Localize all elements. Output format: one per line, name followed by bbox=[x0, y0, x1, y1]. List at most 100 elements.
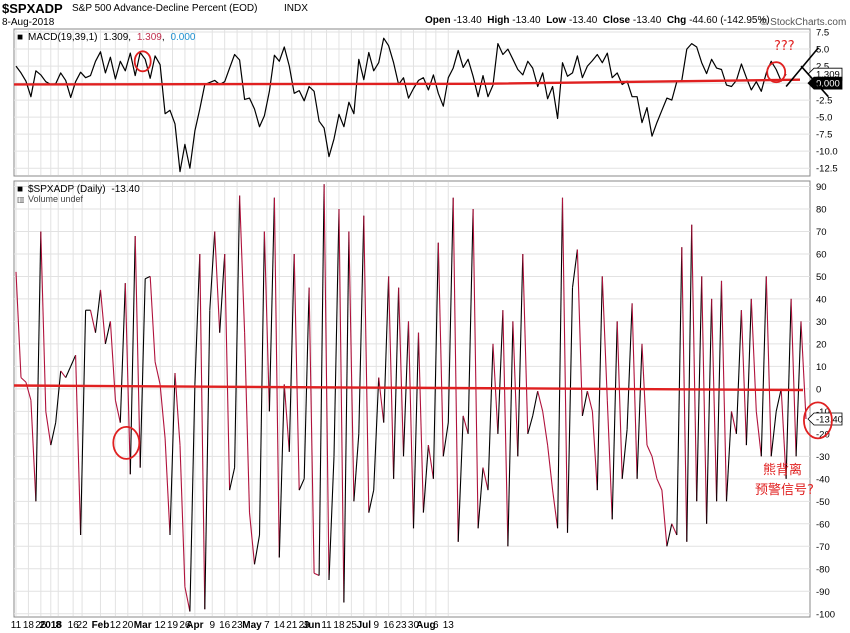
price-y-tick-label: -80 bbox=[816, 564, 830, 575]
x-tick-label: 22 bbox=[77, 620, 89, 631]
price-legend-value: -13.40 bbox=[111, 184, 140, 195]
price-y-tick-label: 90 bbox=[816, 182, 827, 193]
macd-zero-tag-text: 0.000 bbox=[816, 79, 840, 90]
price-segment bbox=[219, 253, 226, 333]
price-segment bbox=[442, 422, 449, 457]
price-segment bbox=[626, 303, 633, 430]
x-tick-label: 9 bbox=[209, 620, 215, 631]
price-segment bbox=[214, 231, 221, 333]
price-segment bbox=[199, 253, 206, 610]
volume-note-marker: ▥ bbox=[17, 195, 25, 204]
close-label: Close bbox=[602, 15, 631, 26]
price-segment bbox=[760, 276, 767, 457]
open-label: Open bbox=[425, 15, 451, 26]
price-segment bbox=[532, 390, 539, 417]
low-label: Low bbox=[546, 15, 567, 26]
price-segment bbox=[611, 321, 618, 520]
x-tick-label: 23 bbox=[396, 620, 408, 631]
x-tick-label: 26 bbox=[35, 620, 47, 631]
price-segment bbox=[229, 467, 236, 491]
price-segment bbox=[368, 489, 375, 513]
high-value: -13.40 bbox=[512, 15, 541, 26]
high-label: High bbox=[487, 15, 510, 26]
price-segment bbox=[273, 197, 280, 558]
x-tick-label: 18 bbox=[333, 620, 345, 631]
price-segment bbox=[711, 298, 718, 502]
price-segment bbox=[641, 343, 648, 446]
chart-symbol: $SPXADP bbox=[2, 1, 63, 16]
x-tick-label: 21 bbox=[286, 620, 298, 631]
price-segment bbox=[517, 253, 524, 457]
price-segment bbox=[373, 377, 380, 491]
price-segment bbox=[432, 242, 439, 479]
price-segment bbox=[462, 415, 469, 435]
price-y-tick-label: -100 bbox=[816, 609, 835, 620]
volume-note: Volume undef bbox=[28, 194, 84, 204]
price-segment bbox=[557, 197, 564, 529]
price-segment bbox=[149, 276, 156, 362]
x-tick-label: Aug bbox=[416, 620, 435, 631]
macd-panel-frame bbox=[13, 28, 811, 177]
macd-legend-marker: ■ bbox=[17, 32, 23, 43]
x-tick-label: 12 bbox=[110, 620, 122, 631]
price-last-circle bbox=[803, 401, 833, 440]
price-y-tick-label: 80 bbox=[816, 204, 827, 215]
price-segment bbox=[169, 373, 176, 536]
price-segment bbox=[472, 208, 479, 529]
macd-last-value-tag-text: 1.309 bbox=[816, 70, 840, 81]
price-y-tick-label: 60 bbox=[816, 249, 827, 260]
price-segment bbox=[661, 490, 668, 547]
price-segment bbox=[497, 310, 504, 434]
price-segment bbox=[248, 512, 256, 565]
x-tick-label: 23 bbox=[232, 620, 244, 631]
price-segment bbox=[750, 298, 757, 412]
price-segment bbox=[591, 411, 598, 491]
price-segment bbox=[323, 184, 330, 581]
price-segment bbox=[537, 390, 544, 412]
brand-text[interactable]: © StockCharts.com bbox=[760, 17, 847, 28]
price-panel-frame bbox=[13, 180, 811, 618]
price-segment bbox=[417, 332, 424, 513]
price-segment bbox=[482, 467, 489, 491]
price-segment bbox=[343, 231, 350, 603]
price-segment bbox=[422, 445, 429, 513]
price-segment bbox=[720, 280, 728, 502]
price-segment bbox=[283, 384, 290, 452]
x-tick-label: 30 bbox=[408, 620, 420, 631]
price-segment bbox=[144, 275, 151, 280]
x-tick-label: 8 bbox=[55, 620, 61, 631]
price-segment bbox=[353, 433, 360, 502]
price-y-tick-label: 70 bbox=[816, 227, 827, 238]
question-mark-annotation: ??? bbox=[774, 39, 795, 54]
macd-legend-indicator: MACD(19,39,1) bbox=[28, 32, 97, 43]
macd-legend: MACD(19,39,1) 1.309, 1.309, 0.000 bbox=[28, 32, 196, 43]
x-tick-label: 9 bbox=[373, 620, 379, 631]
price-last-value-tag-box bbox=[807, 412, 843, 426]
price-segment bbox=[244, 332, 251, 513]
price-segment bbox=[631, 303, 638, 479]
price-segment bbox=[621, 429, 628, 479]
price-segment bbox=[303, 287, 310, 479]
price-segment bbox=[164, 438, 171, 536]
x-tick-label: 6 bbox=[433, 620, 439, 631]
price-segment bbox=[104, 321, 111, 345]
macd-y-tick-label: -2.5 bbox=[816, 96, 832, 107]
price-segment bbox=[666, 523, 673, 547]
x-tick-label: 20 bbox=[122, 620, 134, 631]
macd-peak-circle-right bbox=[766, 61, 787, 84]
price-segment bbox=[412, 332, 420, 529]
price-segment bbox=[358, 215, 365, 434]
x-tick-label: Jul bbox=[357, 620, 372, 631]
x-tick-label: 11 bbox=[11, 620, 22, 631]
price-segment bbox=[99, 289, 106, 344]
macd-zero-tag-box bbox=[807, 76, 843, 90]
price-reference-line bbox=[13, 384, 804, 392]
price-legend-indicator: $SPXADP (Daily) bbox=[28, 184, 106, 195]
price-segment bbox=[616, 321, 623, 479]
price-legend-marker: ■ bbox=[17, 184, 23, 195]
price-peak-circle-left bbox=[112, 425, 141, 460]
price-y-tick-label: -10 bbox=[816, 407, 830, 418]
price-segment bbox=[522, 253, 529, 434]
